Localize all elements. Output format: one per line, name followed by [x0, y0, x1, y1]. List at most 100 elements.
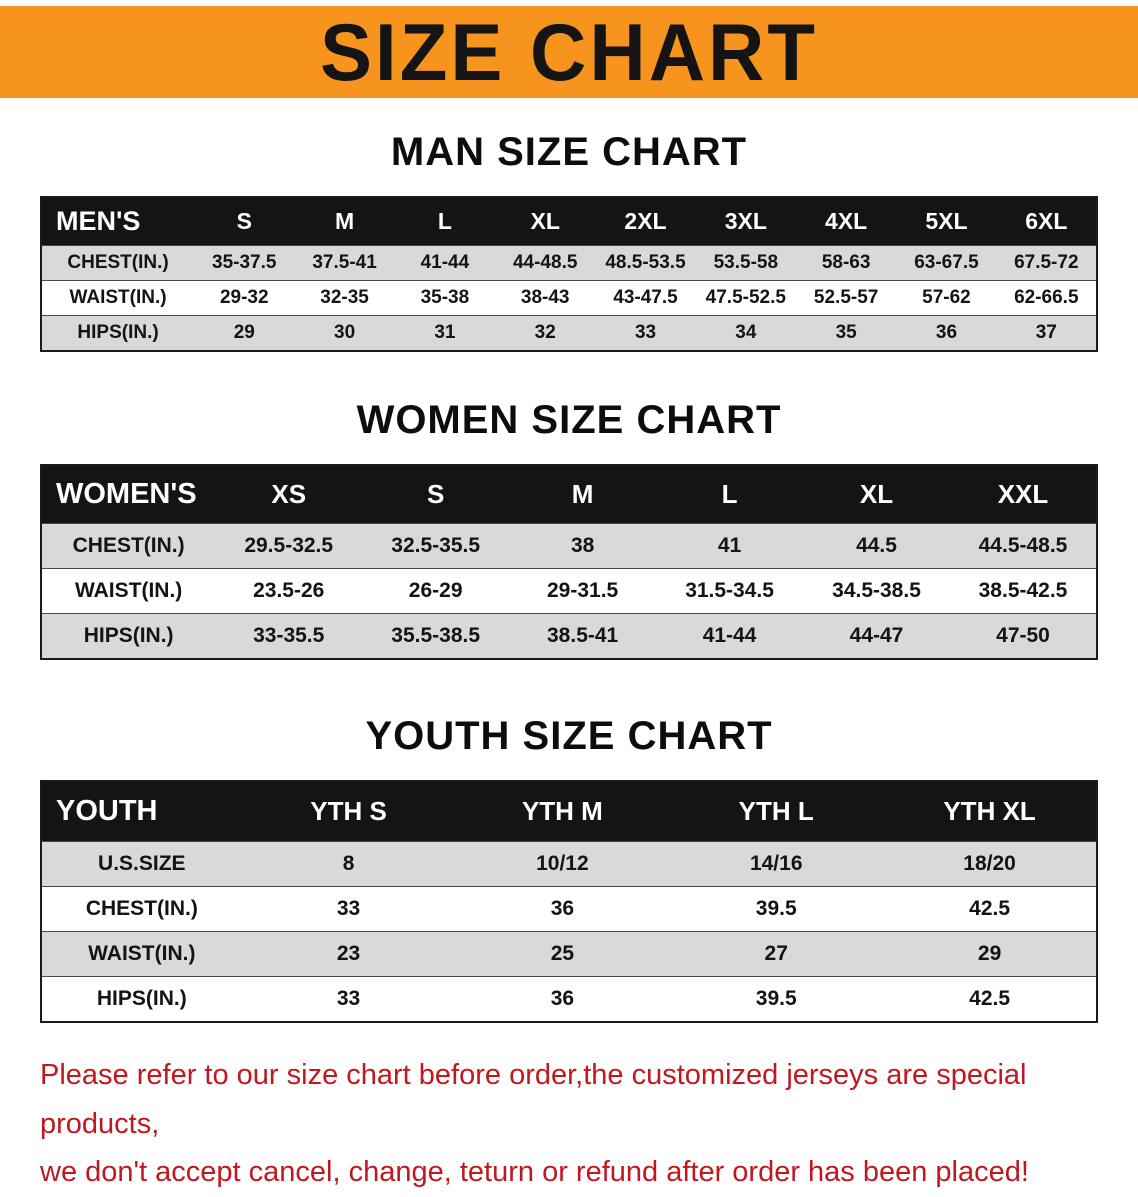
- measurement-value: 36: [455, 886, 670, 932]
- measurement-value: 62-66.5: [996, 280, 1097, 316]
- measurement-value: 8: [241, 841, 456, 887]
- measurement-value: 53.5-58: [695, 245, 796, 281]
- measurement-value: 38: [509, 523, 657, 569]
- measurement-value: 47-50: [950, 613, 1097, 659]
- measurement-value: 39.5: [669, 976, 884, 1022]
- size-header-cell: S: [194, 197, 295, 246]
- measurement-value: 44-47: [803, 613, 950, 659]
- measurement-value: 25: [455, 931, 670, 977]
- measurement-value: 38.5-42.5: [950, 568, 1097, 614]
- measurement-value: 14/16: [669, 841, 884, 887]
- measurement-label: HIPS(IN.): [41, 315, 195, 351]
- measurement-value: 58-63: [795, 245, 897, 281]
- measurement-value: 35: [795, 315, 897, 351]
- measurement-value: 33: [595, 315, 696, 351]
- measurement-label: U.S.SIZE: [41, 841, 242, 887]
- measurement-label: WAIST(IN.): [41, 280, 195, 316]
- size-header-cell: L: [394, 197, 496, 246]
- measurement-value: 33: [241, 886, 456, 932]
- measurement-value: 29: [883, 931, 1097, 977]
- table-title-cell: WOMEN'S: [41, 465, 216, 524]
- men-size-table-header-row: MEN'S S M L XL 2XL 3XL 4XL 5XL 6XL: [41, 197, 1097, 246]
- measurement-value: 31.5-34.5: [656, 568, 804, 614]
- measurement-value: 41-44: [656, 613, 804, 659]
- measurement-label: HIPS(IN.): [41, 613, 216, 659]
- measurement-value: 47.5-52.5: [695, 280, 796, 316]
- table-title-cell: YOUTH: [41, 781, 242, 842]
- size-header-cell: XS: [215, 465, 363, 524]
- size-header-cell: YTH S: [241, 781, 456, 842]
- measurement-value: 39.5: [669, 886, 884, 932]
- measurement-value: 38-43: [495, 280, 596, 316]
- measurement-value: 34.5-38.5: [803, 568, 950, 614]
- measurement-value: 18/20: [883, 841, 1097, 887]
- measurement-value: 34: [695, 315, 796, 351]
- measurement-label: HIPS(IN.): [41, 976, 242, 1022]
- measurement-value: 42.5: [883, 886, 1097, 932]
- measurement-value: 23.5-26: [215, 568, 363, 614]
- measurement-value: 36: [896, 315, 997, 351]
- measurement-value: 29-31.5: [509, 568, 657, 614]
- size-header-cell: 2XL: [595, 197, 696, 246]
- youth-size-table-header-row: YOUTH YTH S YTH M YTH L YTH XL: [41, 781, 1097, 842]
- table-title-cell: MEN'S: [41, 197, 195, 246]
- measurement-row: WAIST(IN.) 23 25 27 29: [41, 931, 1097, 977]
- measurement-row: HIPS(IN.) 33-35.5 35.5-38.5 38.5-41 41-44 44-…: [41, 613, 1097, 659]
- measurement-label: CHEST(IN.): [41, 886, 242, 932]
- measurement-row: CHEST(IN.) 35-37.5 37.5-41 41-44 44-48.5 48.5…: [41, 245, 1097, 281]
- men-section-heading: MAN SIZE CHART: [390, 130, 748, 174]
- size-chart-banner: SIZE CHART: [0, 6, 1138, 98]
- men-size-table: MEN'S S M L XL 2XL 3XL 4XL 5XL 6XL CHEST(IN.) 35-3…: [40, 196, 1098, 352]
- measurement-value: 63-67.5: [896, 245, 997, 281]
- measurement-value: 67.5-72: [996, 245, 1097, 281]
- disclaimer-line-1: Please refer to our size chart before or…: [40, 1059, 1027, 1140]
- disclaimer-line-2: we don't accept cancel, change, teturn o…: [40, 1156, 1029, 1189]
- measurement-value: 10/12: [455, 841, 670, 887]
- size-header-cell: XL: [803, 465, 950, 524]
- measurement-value: 52.5-57: [795, 280, 897, 316]
- measurement-value: 35-37.5: [194, 245, 295, 281]
- size-header-cell: 3XL: [695, 197, 796, 246]
- size-header-cell: M: [294, 197, 395, 246]
- measurement-value: 38.5-41: [509, 613, 657, 659]
- measurement-value: 32.5-35.5: [362, 523, 510, 569]
- size-header-cell: YTH XL: [883, 781, 1097, 842]
- measurement-value: 27: [669, 931, 884, 977]
- size-header-cell: XL: [495, 197, 596, 246]
- measurement-value: 33-35.5: [215, 613, 363, 659]
- measurement-value: 29: [194, 315, 295, 351]
- size-header-cell: YTH L: [669, 781, 884, 842]
- measurement-label: CHEST(IN.): [41, 523, 216, 569]
- measurement-value: 44.5-48.5: [950, 523, 1097, 569]
- measurement-label: WAIST(IN.): [41, 931, 242, 977]
- measurement-row: HIPS(IN.) 29 30 31 32 33 34 35 36 37: [41, 315, 1097, 351]
- women-size-table-header-row: WOMEN'S XS S M L XL XXL: [41, 465, 1097, 524]
- measurement-row: WAIST(IN.) 29-32 32-35 35-38 38-43 43-47.5 47.…: [41, 280, 1097, 316]
- measurement-value: 29.5-32.5: [215, 523, 363, 569]
- measurement-value: 41-44: [394, 245, 496, 281]
- measurement-row: WAIST(IN.) 23.5-26 26-29 29-31.5 31.5-34.5 34…: [41, 568, 1097, 614]
- measurement-value: 36: [455, 976, 670, 1022]
- measurement-value: 26-29: [362, 568, 510, 614]
- measurement-label: CHEST(IN.): [41, 245, 195, 281]
- measurement-value: 37: [996, 315, 1097, 351]
- banner-title: SIZE CHART: [320, 6, 818, 98]
- measurement-row: HIPS(IN.) 33 36 39.5 42.5: [41, 976, 1097, 1022]
- women-section-heading: WOMEN SIZE CHART: [356, 398, 782, 442]
- measurement-value: 32-35: [294, 280, 395, 316]
- measurement-row: CHEST(IN.) 33 36 39.5 42.5: [41, 886, 1097, 932]
- size-header-cell: S: [362, 465, 510, 524]
- size-header-cell: YTH M: [455, 781, 670, 842]
- size-header-cell: L: [656, 465, 804, 524]
- youth-section-heading: YOUTH SIZE CHART: [365, 714, 773, 758]
- measurement-value: 23: [241, 931, 456, 977]
- measurement-value: 37.5-41: [294, 245, 395, 281]
- size-header-cell: 6XL: [996, 197, 1097, 246]
- measurement-value: 35-38: [394, 280, 496, 316]
- measurement-value: 42.5: [883, 976, 1097, 1022]
- measurement-value: 48.5-53.5: [595, 245, 696, 281]
- measurement-value: 30: [294, 315, 395, 351]
- measurement-value: 31: [394, 315, 496, 351]
- disclaimer: Please refer to our size chart before or…: [40, 1051, 1108, 1197]
- measurement-value: 29-32: [194, 280, 295, 316]
